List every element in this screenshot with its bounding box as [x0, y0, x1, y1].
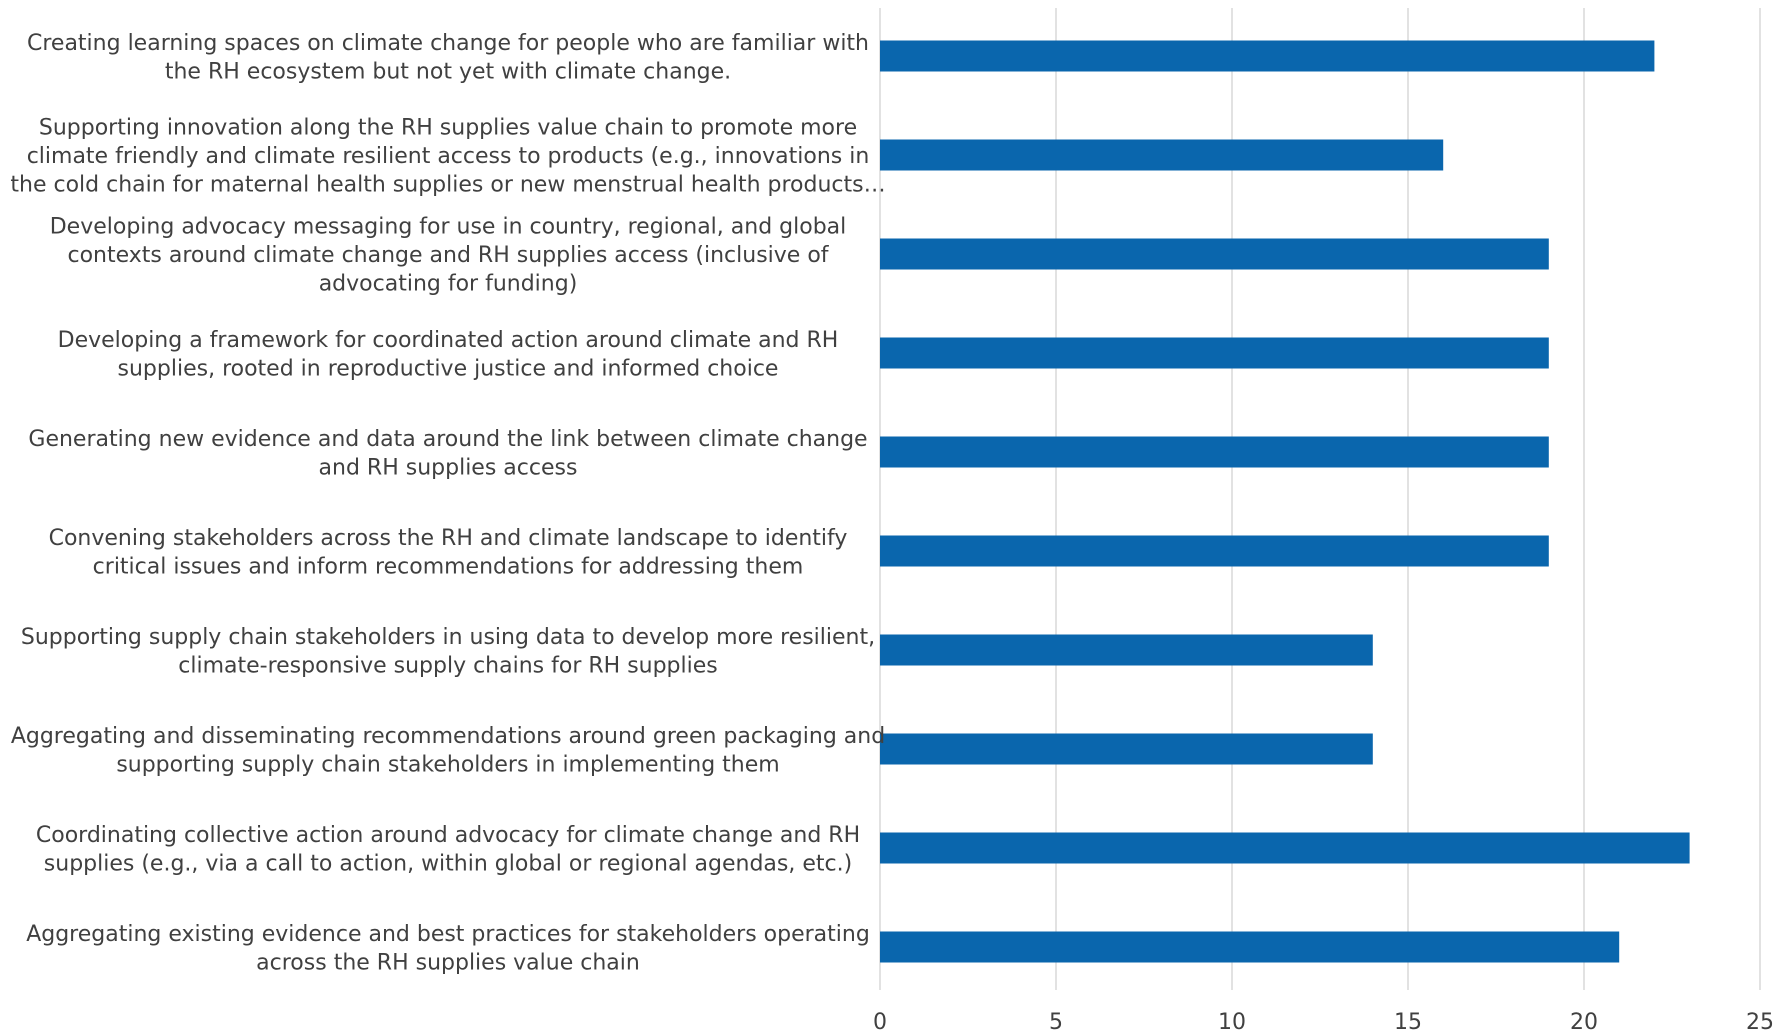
category-label: Aggregating existing evidence and best p… [26, 922, 870, 976]
x-tick-label: 20 [1570, 1010, 1598, 1033]
category-label-line: across the RH supplies value chain [256, 950, 640, 975]
category-label-line: Aggregating and disseminating recommenda… [11, 724, 885, 749]
category-label-line: Coordinating collective action around ad… [36, 823, 860, 848]
category-label: Convening stakeholders across the RH and… [49, 526, 848, 580]
category-label-line: supplies (e.g., via a call to action, wi… [44, 851, 852, 876]
x-tick-label: 5 [1049, 1010, 1063, 1033]
category-label: Developing a framework for coordinated a… [58, 328, 839, 382]
category-label-line: the RH ecosystem but not yet with climat… [165, 59, 731, 84]
bar [880, 139, 1444, 171]
bar [880, 535, 1549, 567]
category-label-line: Creating learning spaces on climate chan… [27, 31, 869, 56]
category-label-line: critical issues and inform recommendatio… [93, 554, 804, 579]
category-label: Creating learning spaces on climate chan… [27, 31, 869, 85]
category-label-line: Aggregating existing evidence and best p… [26, 922, 870, 947]
x-tick-label: 15 [1394, 1010, 1422, 1033]
category-label-line: advocating for funding) [319, 272, 578, 297]
category-label-line: Generating new evidence and data around … [28, 427, 867, 452]
x-tick-label: 10 [1218, 1010, 1246, 1033]
category-label-line: supporting supply chain stakeholders in … [116, 752, 779, 777]
bar [880, 634, 1373, 666]
bar [880, 931, 1620, 963]
gridlines [879, 8, 1761, 990]
category-label-line: Convening stakeholders across the RH and… [49, 526, 848, 551]
bar [880, 436, 1549, 468]
category-label-line: Supporting innovation along the RH suppl… [39, 116, 857, 141]
category-label-line: climate friendly and climate resilient a… [27, 144, 870, 169]
bar [880, 733, 1373, 765]
category-label-line: supplies, rooted in reproductive justice… [118, 356, 779, 381]
category-label: Coordinating collective action around ad… [36, 823, 860, 877]
bar [880, 832, 1690, 864]
category-label: Developing advocacy messaging for use in… [50, 215, 847, 297]
x-tick-label: 0 [873, 1010, 887, 1033]
category-label-line: Developing a framework for coordinated a… [58, 328, 839, 353]
bar [880, 40, 1655, 72]
category-label: Supporting supply chain stakeholders in … [21, 625, 875, 679]
category-label-line: contexts around climate change and RH su… [67, 243, 829, 268]
category-label-line: climate-responsive supply chains for RH … [178, 653, 718, 678]
category-label: Aggregating and disseminating recommenda… [11, 724, 885, 778]
bar [880, 337, 1549, 369]
category-label-line: Supporting supply chain stakeholders in … [21, 625, 875, 650]
bars [880, 40, 1690, 963]
category-labels: Creating learning spaces on climate chan… [10, 31, 885, 976]
category-label-line: and RH supplies access [319, 455, 578, 480]
category-label: Generating new evidence and data around … [28, 427, 867, 481]
category-label-line: the cold chain for maternal health suppl… [10, 173, 885, 198]
category-label-line: Developing advocacy messaging for use in… [50, 215, 847, 240]
x-tick-label: 25 [1746, 1010, 1774, 1033]
category-label: Supporting innovation along the RH suppl… [10, 116, 885, 198]
bar [880, 238, 1549, 270]
x-axis-tick-labels: 0 5 10 15 20 25 [873, 1010, 1774, 1033]
